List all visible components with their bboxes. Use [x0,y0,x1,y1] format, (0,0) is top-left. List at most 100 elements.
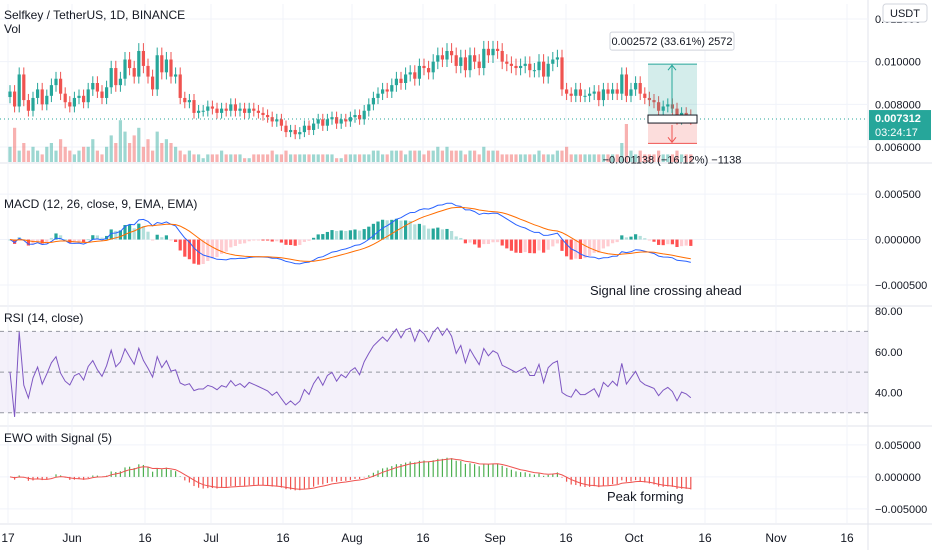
candle-body [114,68,118,86]
volume-bar [215,154,219,162]
macd-histogram-bar [546,239,550,250]
rsi-tick-label: 40.00 [875,387,903,399]
volume-bar [417,150,421,162]
macd-histogram-bar [565,239,569,257]
candle-body [385,89,389,92]
macd-histogram-bar [427,228,431,240]
candle-body [578,89,582,96]
ewo-signal-line [9,458,691,490]
candle-body [643,93,647,98]
macd-line [9,202,691,265]
macd-histogram-bar [123,225,127,240]
ewo-tick-label: −0.005000 [875,504,927,516]
volume-bar [592,154,596,162]
volume-bar [514,154,518,162]
macd-histogram-bar [344,231,348,240]
macd-histogram-bar [560,239,564,251]
volume-bar [229,154,233,162]
volume-bar [63,146,67,162]
macd-histogram-bar [298,239,302,245]
candle-body [445,50,449,60]
price-pane[interactable]: 0.002572 (33.61%) 2572 −0.001138 (−16.12%… [0,31,868,166]
volume-bar [565,146,569,162]
candle-body [279,119,283,126]
volume-bar [468,150,472,162]
macd-histogram-bar [192,239,196,264]
volume-bar [155,131,159,162]
candle-body [362,110,366,120]
volume-bar [454,150,458,162]
x-tick-label: Aug [341,531,362,545]
volume-bar [164,139,168,162]
volume-bar [519,154,523,162]
volume-bar [302,154,306,162]
candle-body [132,68,136,77]
candle-body [183,97,187,103]
candle-body [542,61,546,77]
chart-title: Selfkey / TetherUS, 1D, BINANCE [4,8,185,22]
candle-body [560,57,564,90]
macd-histogram-bar [638,235,642,240]
candle-body [615,89,619,94]
volume-bar [312,154,316,162]
candle-body [325,119,329,126]
volume-bar [390,150,394,162]
volume-bar [486,150,490,162]
volume-bar [330,154,334,162]
volume-bar [270,150,274,162]
candle-body [523,63,527,66]
volume-bar [17,150,21,162]
macd-histogram-bar [358,230,362,240]
volume-bar [325,154,329,162]
macd-histogram-bar [542,239,546,253]
macd-histogram-bar [381,219,385,240]
macd-histogram-bar [404,220,408,240]
volume-bar [174,146,178,162]
macd-histogram-bar [59,235,63,240]
volume-bar [371,150,375,162]
volume-bar [551,154,555,162]
volume-bar [114,143,118,162]
macd-histogram-bar [551,239,555,247]
volume-bar [408,150,412,162]
macd-histogram-bar [164,235,168,240]
volume-bar [500,154,504,162]
candle-body [243,108,247,113]
candle-body [210,106,214,109]
macd-histogram-bar [647,239,651,241]
candle-body [229,104,233,111]
candle-body [36,89,40,98]
candle-body [551,59,555,64]
macd-pane[interactable] [8,202,693,265]
currency-button[interactable] [882,3,928,23]
candle-body [247,108,251,113]
macd-histogram-bar [279,239,283,243]
macd-histogram-bar [390,219,394,240]
volume-bar [293,154,297,162]
candle-body [450,50,454,56]
macd-histogram-bar [486,239,490,245]
volume-bar [132,135,136,162]
candle-body [174,74,178,77]
candle-body [413,72,417,79]
candle-body [459,57,463,66]
candle-body [206,106,210,111]
macd-histogram-bar [160,237,164,240]
ewo-pane[interactable] [9,457,692,491]
candle-body [252,108,256,111]
macd-histogram-bar [528,239,532,254]
candle-body [141,50,145,66]
macd-histogram-bar [652,239,656,242]
candle-body [284,125,288,133]
target-label: 0.002572 (33.61%) 2572 [611,36,732,48]
candle-body [63,93,67,103]
candle-body [404,74,408,83]
macd-histogram-bar [206,239,210,262]
macd-histogram-bar [611,239,615,244]
volume-bar [298,154,302,162]
rsi-pane[interactable] [0,326,868,417]
macd-histogram-bar [72,239,76,243]
macd-tick-label: 0.000000 [875,235,921,247]
last-price-text: 0.007312 [875,113,921,125]
